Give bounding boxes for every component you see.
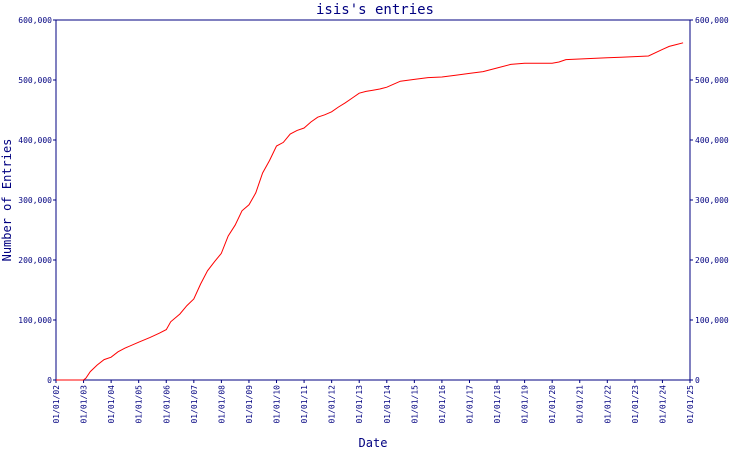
y-tick-label: 400,000 [18, 136, 52, 145]
plot-area [55, 19, 691, 381]
x-tick-label: 01/01/21 [576, 385, 585, 424]
y-tick-label: 100,000 [18, 316, 52, 325]
y-tick-label: 300,000 [18, 196, 52, 205]
y-axis-label: Number of Entries [0, 139, 14, 262]
x-tick-label: 01/01/24 [658, 385, 667, 424]
x-tick-label: 01/01/19 [521, 385, 530, 424]
x-tick-label: 01/01/13 [355, 385, 364, 424]
series-line [56, 42, 684, 381]
x-tick-label: 01/01/16 [438, 385, 447, 424]
y-tick-label-right: 500,000 [695, 76, 729, 85]
y-tick-label-right: 0 [695, 376, 700, 385]
x-axis-label: Date [359, 436, 388, 450]
x-tick-label: 01/01/03 [80, 385, 89, 424]
x-tick-label: 01/01/17 [465, 385, 474, 424]
x-tick-label: 01/01/07 [190, 385, 199, 424]
y-tick-label: 500,000 [18, 76, 52, 85]
y-axis-left: 0 100,000 200,000 300,000 400,000 500,000 600,… [18, 16, 56, 385]
y-tick-label: 200,000 [18, 256, 52, 265]
x-tick-label: 01/01/15 [410, 385, 419, 424]
x-tick-label: 01/01/25 [686, 385, 695, 424]
x-tick-label: 01/01/22 [603, 385, 612, 424]
y-tick-label: 600,000 [18, 16, 52, 25]
x-tick-label: 01/01/05 [135, 385, 144, 424]
y-tick-label-right: 300,000 [695, 196, 729, 205]
x-tick-label: 01/01/09 [245, 385, 254, 424]
chart-title: isis's entries [316, 2, 434, 18]
x-tick-label: 01/01/18 [493, 385, 502, 424]
x-tick-label: 01/01/08 [217, 385, 226, 424]
x-tick-label: 01/01/11 [300, 385, 309, 424]
x-tick-label: 01/01/04 [107, 385, 116, 424]
x-tick-label: 01/01/02 [52, 385, 61, 424]
y-tick-label: 0 [47, 376, 52, 385]
y-axis-right: 0 100,000 200,000 300,000 400,000 500,000 600,… [690, 16, 729, 385]
y-tick-label-right: 100,000 [695, 316, 729, 325]
x-axis: 01/01/02 01/01/03 01/01/04 01/01/05 01/01/06… [52, 380, 695, 424]
y-tick-label-right: 200,000 [695, 256, 729, 265]
x-tick-label: 01/01/14 [383, 385, 392, 424]
x-tick-label: 01/01/10 [273, 385, 282, 424]
x-tick-label: 01/01/12 [328, 385, 337, 424]
y-tick-label-right: 600,000 [695, 16, 729, 25]
x-tick-label: 01/01/06 [162, 385, 171, 424]
y-tick-label-right: 400,000 [695, 136, 729, 145]
x-tick-label: 01/01/20 [548, 385, 557, 424]
x-tick-label: 01/01/23 [631, 385, 640, 424]
